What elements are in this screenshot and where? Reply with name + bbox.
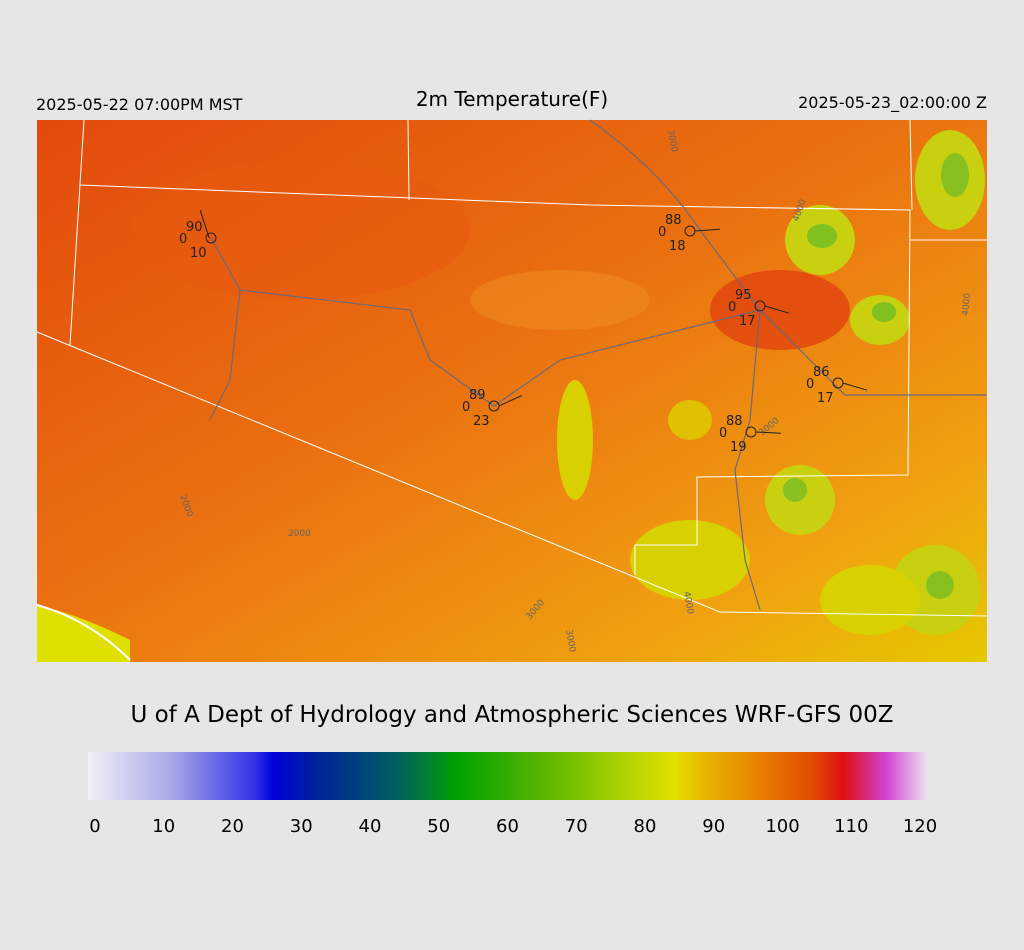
station-bottom: 17 (739, 314, 756, 329)
station-temp: 90 (186, 220, 203, 235)
colorbar-tick-label: 40 (359, 816, 382, 837)
colorbar-tick-label: 50 (427, 816, 450, 837)
station-left: 0 (462, 400, 470, 415)
map-title: 2m Temperature(F) (416, 87, 608, 111)
station-temp: 88 (726, 414, 743, 429)
colorbar-tick-label: 10 (152, 816, 175, 837)
contour-label: 3000 (665, 129, 679, 154)
colorbar-tick-label: 0 (89, 816, 100, 837)
wind-barb (498, 395, 523, 407)
contour-label: 2000 (288, 529, 311, 539)
footer: U of A Dept of Hydrology and Atmospheric… (130, 702, 893, 728)
wind-barb (842, 382, 868, 391)
colorbar-tick-label: 90 (702, 816, 725, 837)
station-temp: 88 (665, 213, 682, 228)
station-left: 0 (179, 232, 187, 247)
station-bottom: 17 (817, 391, 834, 406)
colorbar-tick-label: 110 (834, 816, 868, 837)
wind-barb (755, 431, 781, 434)
station-bottom: 10 (190, 246, 207, 261)
contour-label: 4000 (681, 591, 695, 616)
colorbar (88, 752, 927, 800)
valid-time-local: 2025-05-22 07:00PM MST (36, 95, 243, 114)
station-circle (205, 232, 217, 244)
colorbar-tick-label: 70 (565, 816, 588, 837)
colorbar-ticks: 0 10 20 30 40 50 60 70 80 90 100 110 120 (89, 816, 937, 837)
contour-label: 3000 (563, 629, 577, 654)
station-temp: 89 (469, 388, 486, 403)
station-left: 0 (658, 225, 666, 240)
colorbar-tick-label: 80 (634, 816, 657, 837)
colorbar-tick-label: 120 (903, 816, 937, 837)
station-temp: 95 (735, 288, 752, 303)
contour-label: 4000 (961, 292, 973, 316)
colorbar-tick-label: 100 (765, 816, 799, 837)
station-left: 0 (719, 426, 727, 441)
wind-barb (764, 305, 790, 314)
station-left: 0 (728, 300, 736, 315)
wind-barb (199, 209, 210, 239)
station-bottom: 18 (669, 239, 686, 254)
colorbar-tick-label: 20 (221, 816, 244, 837)
valid-time-utc: 2025-05-23_02:00:00 Z (798, 93, 987, 113)
wind-barb (694, 228, 720, 232)
station-temp: 86 (813, 365, 830, 380)
station-bottom: 23 (473, 414, 490, 429)
map (36, 119, 988, 662)
colorbar-tick-label: 30 (290, 816, 313, 837)
station-left: 0 (806, 377, 814, 392)
colorbar-tick-label: 60 (496, 816, 519, 837)
station-bottom: 19 (730, 440, 747, 455)
